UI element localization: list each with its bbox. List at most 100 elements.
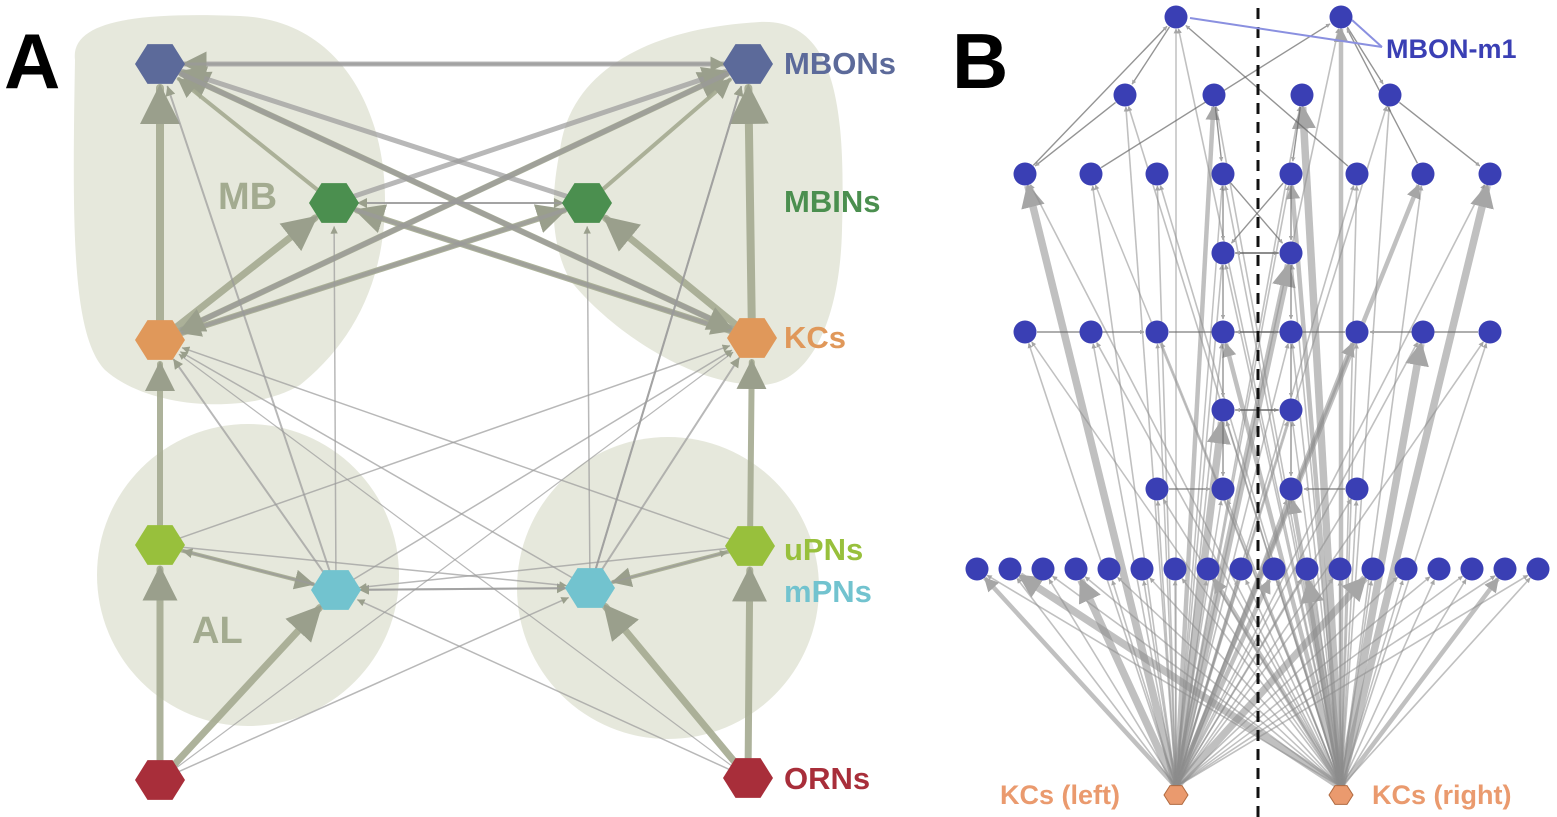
edge-kc-right-to-node-15 bbox=[1289, 264, 1342, 788]
edge-kc-left-to-node-37 bbox=[1175, 580, 1209, 788]
edge-inter-27 bbox=[1230, 182, 1284, 244]
node-b-4 bbox=[1290, 83, 1314, 107]
node-kc-left bbox=[1163, 785, 1189, 805]
al-region-right bbox=[517, 437, 819, 739]
node-b-0 bbox=[1164, 5, 1188, 29]
edges-panel-b bbox=[983, 23, 1531, 791]
node-b-7 bbox=[1079, 162, 1103, 186]
edge-kc-right-to-node-32 bbox=[1052, 575, 1342, 788]
node-mbins-right bbox=[562, 183, 612, 223]
edge-upnR-to-mpnL bbox=[359, 547, 731, 591]
panel-a: A MB AL MBONs MBINs KCs uPNs mPNs ORNs bbox=[4, 15, 896, 800]
edge-kc-left-to-node-13 bbox=[1175, 184, 1486, 788]
node-mpns-right bbox=[565, 568, 615, 608]
node-b-9 bbox=[1211, 162, 1235, 186]
edge-mbinR-to-kcL bbox=[180, 207, 570, 337]
edge-mbinL-to-mbonR bbox=[350, 66, 728, 200]
edge-inter-20 bbox=[1032, 25, 1168, 166]
node-b-8 bbox=[1145, 162, 1169, 186]
edge-kc-left-to-node-44 bbox=[1175, 576, 1431, 788]
label-mbons: MBONs bbox=[784, 46, 896, 81]
edge-kc-left-to-node-41 bbox=[1175, 578, 1334, 788]
node-b-19 bbox=[1211, 320, 1235, 344]
edge-mbonR-to-kcL bbox=[179, 69, 733, 333]
label-kcs: KCs bbox=[784, 320, 846, 355]
edge-kc-left-to-node-35 bbox=[1141, 580, 1177, 788]
panel-b: B MBON-m1 KCs (left) KCs (right) bbox=[952, 5, 1550, 817]
label-kcs-right: KCs (right) bbox=[1372, 780, 1511, 810]
node-b-37 bbox=[1196, 557, 1220, 581]
node-b-15 bbox=[1279, 241, 1303, 265]
node-b-44 bbox=[1427, 557, 1451, 581]
edge-kc-left-to-node-31 bbox=[1016, 578, 1177, 788]
edge-kc-right-to-node-47 bbox=[1340, 577, 1531, 788]
edge-mpnR-to-kcR bbox=[599, 357, 740, 573]
edge-mpnR-to-mbonR bbox=[594, 85, 744, 570]
node-upns-right bbox=[725, 526, 775, 566]
node-b-28 bbox=[1279, 477, 1303, 501]
node-mbons-left bbox=[135, 44, 185, 84]
edge-kc-left-to-node-36 bbox=[1172, 580, 1178, 788]
node-orns-left bbox=[135, 760, 185, 800]
edge-kc-right-to-node-35 bbox=[1149, 577, 1342, 788]
node-b-39 bbox=[1262, 557, 1286, 581]
label-kcs-left: KCs (left) bbox=[1000, 780, 1120, 810]
node-b-6 bbox=[1013, 162, 1037, 186]
edges-panel-a bbox=[140, 51, 769, 773]
edge-kc-right-to-node-37 bbox=[1212, 578, 1343, 789]
label-mbins: MBINs bbox=[784, 184, 880, 219]
region-label-al: AL bbox=[192, 610, 243, 652]
label-mpns: mPNs bbox=[784, 574, 872, 609]
edge-kc-right-to-node-6 bbox=[1029, 184, 1342, 788]
node-b-23 bbox=[1478, 320, 1502, 344]
edge-ornR-to-mpnR bbox=[601, 602, 739, 767]
region-label-mb: MB bbox=[218, 176, 277, 218]
edge-kc-right-to-node-38 bbox=[1245, 579, 1342, 788]
node-kcs-right bbox=[727, 318, 777, 358]
edge-kc-right-to-node-12 bbox=[1340, 185, 1424, 788]
node-b-11 bbox=[1345, 162, 1369, 186]
node-b-17 bbox=[1079, 320, 1103, 344]
edge-inter-2 bbox=[1034, 101, 1117, 167]
edge-kc-right-to-node-46 bbox=[1339, 577, 1500, 789]
edge-kc-right-to-node-5 bbox=[1340, 106, 1392, 788]
node-b-3 bbox=[1202, 83, 1226, 107]
edge-mpnR-to-mbinR bbox=[583, 226, 591, 569]
edge-kc-right-to-node-33 bbox=[1084, 576, 1342, 788]
edge-ornR-to-kcL bbox=[178, 353, 733, 767]
edge-kc-right-to-node-13 bbox=[1337, 183, 1494, 788]
node-b-29 bbox=[1345, 477, 1369, 501]
node-kcs-left bbox=[135, 320, 185, 360]
node-b-46 bbox=[1493, 557, 1517, 581]
edge-kc-right-to-node-31 bbox=[1017, 572, 1344, 791]
edge-kc-right-to-node-39 bbox=[1276, 580, 1342, 788]
edge-ornR-to-upnR bbox=[732, 566, 768, 762]
edge-kc-right-to-node-42 bbox=[1340, 580, 1374, 788]
node-b-32 bbox=[1031, 557, 1055, 581]
node-b-33 bbox=[1064, 557, 1088, 581]
edge-mpnR-to-mpnL bbox=[358, 584, 572, 595]
edge-kc-left-to-node-30 bbox=[983, 576, 1178, 789]
edge-inter-5 bbox=[1398, 101, 1481, 167]
node-b-34 bbox=[1097, 557, 1121, 581]
edge-kc-right-to-node-10 bbox=[1285, 184, 1344, 788]
edge-inter-0 bbox=[1131, 26, 1171, 85]
node-b-40 bbox=[1295, 557, 1319, 581]
edge-kc-left-to-node-3 bbox=[1173, 105, 1220, 788]
node-b-22 bbox=[1411, 320, 1435, 344]
node-b-1 bbox=[1329, 5, 1353, 29]
edge-kc-left-to-node-33 bbox=[1077, 577, 1180, 789]
edge-ornR-to-mpnL bbox=[357, 599, 731, 771]
node-b-31 bbox=[998, 557, 1022, 581]
node-b-30 bbox=[965, 557, 989, 581]
node-mbins-left bbox=[309, 183, 359, 223]
edge-mbinR-to-mbonR bbox=[600, 77, 732, 192]
edge-kc-left-to-node-42 bbox=[1173, 575, 1368, 790]
edge-kc-left-to-node-32 bbox=[1048, 578, 1177, 788]
edge-upnR-to-kcR bbox=[736, 358, 767, 530]
node-upns-left bbox=[135, 525, 185, 565]
node-b-16 bbox=[1013, 320, 1037, 344]
node-b-26 bbox=[1145, 477, 1169, 501]
edge-ornL-to-kcR bbox=[175, 351, 734, 769]
